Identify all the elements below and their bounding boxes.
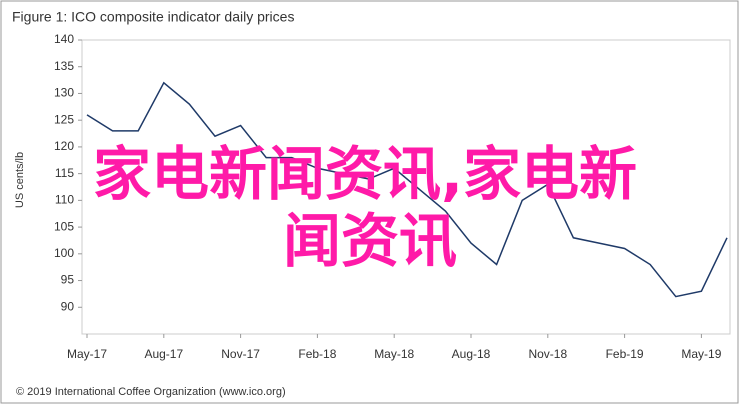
y-tick-label: 100 <box>54 246 74 260</box>
y-tick-label: 135 <box>54 59 74 73</box>
y-tick-label: 140 <box>54 32 74 46</box>
x-tick-label: Aug-17 <box>144 347 183 361</box>
x-tick-label: Aug-18 <box>452 347 491 361</box>
chart-title: Figure 1: ICO composite indicator daily … <box>12 9 294 25</box>
y-tick-label: 105 <box>54 219 74 233</box>
price-line <box>86 81 728 298</box>
x-tick-label: Nov-17 <box>221 347 260 361</box>
y-tick-label: 120 <box>54 139 74 153</box>
x-tick-label: Feb-18 <box>298 347 336 361</box>
y-tick-label: 115 <box>55 166 74 180</box>
y-tick-label: 130 <box>54 86 74 100</box>
y-axis-label: US cents/lb <box>14 152 26 208</box>
y-tick-label: 95 <box>61 273 75 287</box>
overlay-text: 家电新闻资讯,家电新 <box>93 140 637 208</box>
x-tick-label: May-17 <box>67 347 107 361</box>
footer: © 2019 International Coffee Organization… <box>16 386 286 398</box>
y-tick-label: 125 <box>54 112 74 126</box>
x-tick-label: Nov-18 <box>528 347 567 361</box>
x-tick-label: May-18 <box>374 347 414 361</box>
plot-area <box>81 39 731 335</box>
y-tick-label: 110 <box>55 193 74 207</box>
x-tick-label: Feb-19 <box>606 347 644 361</box>
overlay-text: 闻资讯 <box>283 207 457 275</box>
x-tick-label: May-19 <box>681 347 721 361</box>
y-tick-label: 90 <box>61 299 75 313</box>
